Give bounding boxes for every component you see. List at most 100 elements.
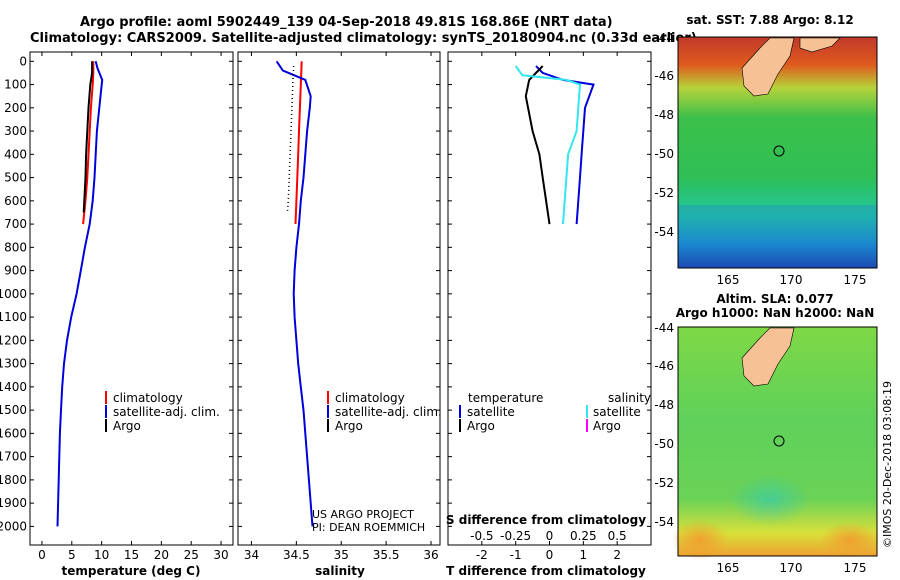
plot-frame (29, 51, 234, 546)
xtick-label: 2 (613, 548, 621, 562)
sla-map: Altim. SLA: 0.077 Argo h1000: NaN h2000:… (654, 292, 880, 575)
difference-xlabel: T difference from climatology (446, 564, 646, 578)
sst-cold-band (678, 205, 877, 268)
series-climatology (82, 61, 95, 225)
legend-s-satellite-label: satellite (593, 405, 641, 419)
sla-map-ytick-44: -44 (654, 321, 674, 335)
difference-panel: -2 -1 0 1 2 -0.5 -0.25 0 0.25 0.5 (447, 51, 652, 562)
temperature-xlabel: temperature (deg C) (62, 564, 201, 578)
sla-low-anomaly (730, 474, 810, 526)
sla-map-ytick-54: -54 (654, 515, 674, 529)
depth-tick-label: 1400 (0, 380, 27, 394)
figure-title-line2: Climatology: CARS2009. Satellite-adjuste… (30, 31, 697, 46)
salinity-legend: climatology satellite-adj. clim. Argo US… (312, 391, 442, 534)
project-credit-line1: US ARGO PROJECT (312, 508, 414, 521)
series-argo (286, 65, 295, 213)
depth-tick-label: 0 (19, 54, 27, 68)
xtick-label: -2 (476, 548, 488, 562)
xtick-label: 5 (68, 548, 76, 562)
legend-s-argo-label: Argo (593, 419, 621, 433)
sst-map-ytick-54: -54 (654, 225, 674, 239)
xtick-label: -1 (510, 548, 522, 562)
series-t-satellite (535, 65, 595, 225)
top-tick-label: 0 (546, 529, 554, 543)
xtick-label: 15 (124, 548, 139, 562)
sla-map-xtick-165: 165 (717, 561, 740, 575)
xtick-label: 34 (244, 548, 259, 562)
xtick-label: 1 (580, 548, 588, 562)
salinity-xlabel: salinity (315, 564, 365, 578)
sst-map-xtick-165: 165 (717, 273, 740, 287)
depth-tick-label: 500 (4, 171, 27, 185)
south-island-landmass (741, 37, 795, 97)
depth-tick-label: 1100 (0, 310, 27, 324)
top-tick-label: -0.5 (470, 529, 493, 543)
depth-tick-label: 1300 (0, 357, 27, 371)
series-s-satellite (514, 65, 582, 225)
legend-temperature-title: temperature (468, 391, 543, 405)
xtick-label: 0 (38, 548, 46, 562)
plot-frame (237, 51, 441, 546)
xtick-label: 35 (334, 548, 349, 562)
depth-tick-label: 1600 (0, 426, 27, 440)
imos-credit: ©IMOS 20-Dec-2018 03:08:19 (881, 381, 894, 548)
sla-map-frame (677, 326, 878, 557)
sst-map-title: sat. SST: 7.88 Argo: 8.12 (686, 13, 853, 27)
sst-map-frame (677, 36, 878, 269)
legend-argo-label: Argo (335, 419, 363, 433)
sla-high-anomaly (672, 520, 728, 560)
temperature-panel: 0 5 10 15 20 25 30 (29, 51, 234, 562)
sla-map-xtick-170: 170 (780, 561, 803, 575)
sst-map: sat. SST: 7.88 Argo: 8.12 165 170 175 -4… (654, 13, 878, 287)
depth-tick-label: 100 (4, 78, 27, 92)
legend-satellite-label: satellite-adj. clim. (335, 405, 442, 419)
south-island-landmass (741, 327, 795, 387)
legend-t-argo-label: Argo (467, 419, 495, 433)
sla-map-title-line2: Argo h1000: NaN h2000: NaN (676, 306, 875, 320)
argo-location-marker (773, 145, 785, 157)
temperature-legend: climatology satellite-adj. clim. Argo (105, 391, 220, 433)
depth-tick-label: 1500 (0, 403, 27, 417)
difference-legend: temperature salinity satellite Argo sate… (446, 391, 651, 527)
depth-tick-label: 1800 (0, 473, 27, 487)
depth-tick-label: 1700 (0, 450, 27, 464)
series-t-argo (524, 65, 551, 225)
sst-map-ytick-52: -52 (654, 186, 674, 200)
sla-map-ytick-48: -48 (654, 398, 674, 412)
sst-map-xtick-175: 175 (844, 273, 867, 287)
depth-tick-label: 1900 (0, 496, 27, 510)
sla-map-ytick-46: -46 (654, 359, 674, 373)
xtick-label: 30 (213, 548, 228, 562)
sst-map-xtick-170: 170 (780, 273, 803, 287)
depth-tick-label: 900 (4, 264, 27, 278)
argo-location-marker (773, 435, 785, 447)
north-landmass (799, 37, 841, 53)
sst-map-ytick-50: -50 (654, 147, 674, 161)
legend-argo-label: Argo (113, 419, 141, 433)
depth-axis-labels: 0 100 200 300 400 500 600 700 800 900 1000 1100 1200… (0, 54, 27, 533)
sla-map-title-line1: Altim. SLA: 0.077 (716, 292, 833, 306)
xtick-label: 0 (546, 548, 554, 562)
depth-tick-label: 2000 (0, 519, 27, 533)
sla-high-anomaly (820, 522, 880, 558)
sla-map-xtick-175: 175 (844, 561, 867, 575)
series-satellite-adj-clim- (275, 60, 314, 527)
xtick-label: 25 (184, 548, 199, 562)
salinity-panel: 34 34.5 35 35.5 36 (237, 51, 441, 562)
sla-map-ytick-50: -50 (654, 437, 674, 451)
depth-tick-label: 1000 (0, 287, 27, 301)
depth-tick-label: 1200 (0, 333, 27, 347)
legend-climatology-label: climatology (113, 391, 183, 405)
sla-map-ytick-52: -52 (654, 476, 674, 490)
depth-tick-label: 400 (4, 147, 27, 161)
sst-map-ytick-48: -48 (654, 108, 674, 122)
sst-map-ytick-44: -44 (654, 31, 674, 45)
series-climatology (294, 61, 303, 225)
legend-climatology-label: climatology (335, 391, 405, 405)
plot-frame (447, 51, 652, 546)
depth-tick-label: 700 (4, 217, 27, 231)
xtick-label: 36 (423, 548, 438, 562)
project-credit-line2: PI: DEAN ROEMMICH (312, 521, 425, 534)
depth-tick-label: 800 (4, 240, 27, 254)
